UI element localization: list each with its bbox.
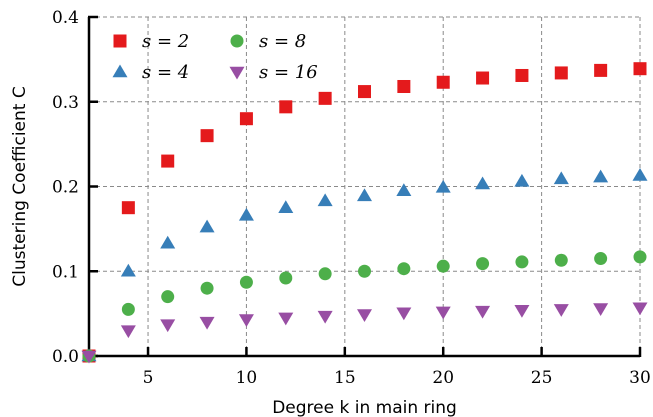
data-point [396,307,412,321]
data-point [239,112,253,126]
data-point [278,312,294,326]
data-point [200,281,214,295]
y-tick-label: 0.3 [52,93,79,113]
data-point [279,100,293,114]
data-point [554,253,568,267]
data-point [553,304,569,317]
data-point [593,169,609,183]
data-point [239,275,253,289]
data-point [436,75,450,89]
data-point [199,316,215,330]
y-axis-label: Clustering Coefficient C [10,86,30,286]
data-point [435,306,451,320]
data-point [554,66,568,80]
legend-label: s = 2 [142,31,189,52]
data-point [594,252,608,266]
data-point [633,62,647,76]
legend-marker [230,34,244,48]
data-point [594,63,608,77]
data-point [200,129,214,143]
x-tick-label: 30 [629,368,651,388]
data-point [515,255,529,269]
data-point [593,303,609,317]
data-point [553,171,569,185]
data-point [160,319,176,333]
data-point [318,267,332,281]
data-point [476,257,490,271]
data-point [199,219,215,233]
data-point [279,271,293,285]
data-point [278,200,294,213]
y-tick-label: 0.0 [52,347,79,367]
data-point [238,207,254,221]
data-point [318,91,332,105]
x-tick-label: 5 [143,368,154,388]
data-point [121,201,135,215]
legend-label: s = 16 [259,62,318,83]
x-tick-label: 15 [334,368,356,388]
data-point [161,290,175,304]
data-point [160,235,176,249]
data-point [317,193,333,207]
legend-label: s = 8 [259,31,306,52]
data-point [632,302,648,316]
data-point [632,167,648,181]
data-point [358,264,371,278]
data-point [475,176,491,190]
data-point [161,154,175,168]
y-tick-label: 0.4 [52,8,79,28]
data-point [317,310,333,324]
data-point [358,85,371,99]
data-point [397,79,411,93]
x-tick-label: 25 [531,368,553,388]
data-point [514,304,530,318]
data-point [436,259,450,273]
tick-labels: 5 10 15 20 25 30 0.0 0.1 0.2 0.3 0.4 [52,8,651,388]
y-tick-label: 0.1 [52,262,79,282]
data-point [121,302,135,316]
data-point [475,305,491,319]
legend-marker [112,64,128,78]
data-point [357,188,372,202]
data-points [81,62,648,364]
legend-marker [113,34,127,48]
data-point [357,309,372,322]
data-point [120,325,136,339]
x-axis-label: Degree k in main ring [272,398,457,417]
data-point [435,179,451,193]
y-tick-label: 0.2 [52,178,79,198]
series-3 [81,302,648,364]
legend-label: s = 4 [142,62,189,83]
data-point [396,183,412,196]
data-point [515,68,529,82]
legend-marker [229,66,245,80]
data-point [476,71,490,85]
data-point [81,350,97,364]
data-point [514,173,530,187]
data-point [633,250,647,264]
legend: s = 2 s = 4 s = 8 s = 16 [112,31,318,83]
x-tick-label: 10 [236,368,258,388]
data-point [120,263,136,277]
x-tick-label: 20 [432,368,454,388]
data-point [397,262,411,276]
data-point [238,314,254,328]
series-2 [82,250,647,363]
